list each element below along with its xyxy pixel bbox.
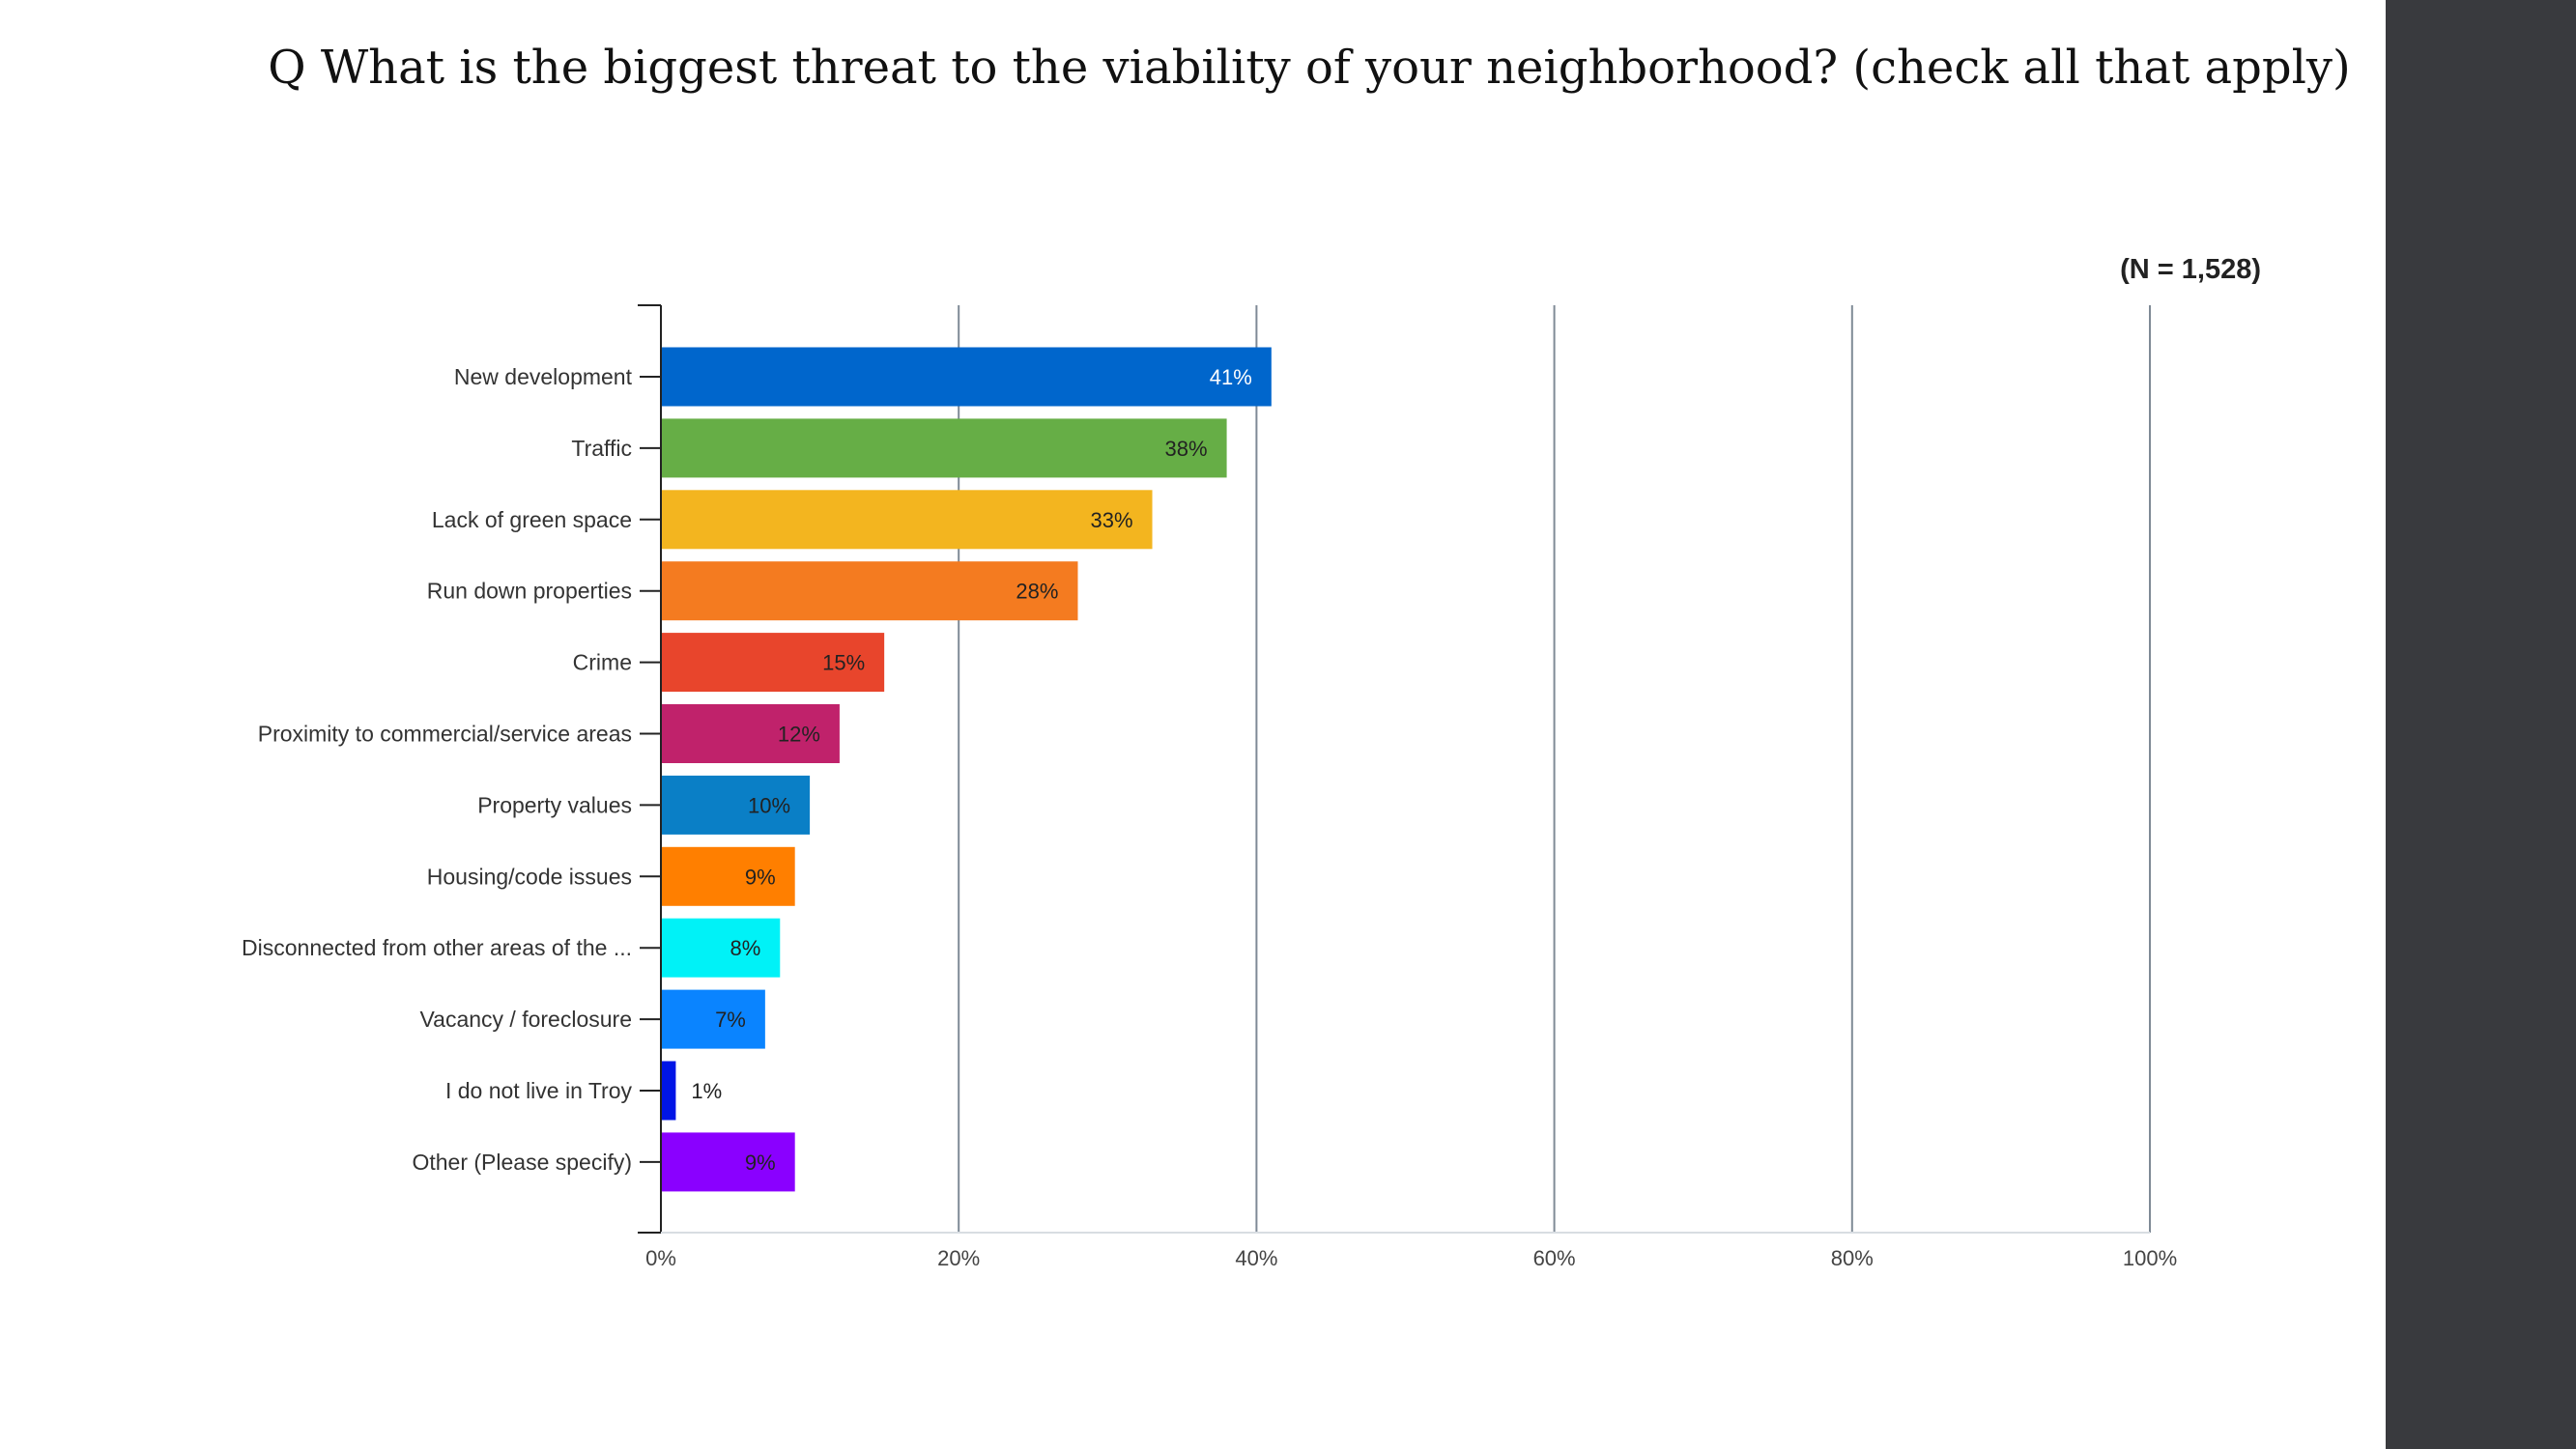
bar <box>661 418 1227 478</box>
sample-size-label: (N = 1,528) <box>2120 254 2261 285</box>
category-label: Traffic <box>571 436 632 461</box>
category-label: Proximity to commercial/service areas <box>258 722 632 747</box>
x-tick-label: 40% <box>1235 1246 1277 1270</box>
bar <box>661 490 1153 550</box>
category-label: Vacancy / foreclosure <box>420 1007 632 1032</box>
bar <box>661 561 1078 621</box>
bar <box>661 775 811 835</box>
category-label: Other (Please specify) <box>412 1150 632 1175</box>
category-label: Housing/code issues <box>427 864 632 889</box>
bar <box>661 1061 676 1121</box>
category-label: I do not live in Troy <box>445 1078 633 1103</box>
side-panel <box>2386 0 2576 1449</box>
bar <box>661 704 840 763</box>
bar-chart: 0% 20% 40% 60% 80% 100% New development 41% Traf… <box>242 304 2177 1270</box>
bar <box>661 989 765 1049</box>
data-label: 7% <box>715 1008 746 1032</box>
data-label: 41% <box>1210 365 1252 389</box>
bar <box>661 1132 795 1192</box>
x-tick-label: 80% <box>1831 1246 1874 1270</box>
labels: 0% 20% 40% 60% 80% 100% New development 41% Traf… <box>242 364 2177 1270</box>
data-label: 1% <box>691 1079 722 1103</box>
data-label: 12% <box>778 723 820 747</box>
bar <box>661 633 885 693</box>
bar <box>661 846 795 906</box>
data-label: 15% <box>822 651 865 675</box>
category-label: New development <box>454 364 633 389</box>
data-label: 38% <box>1165 437 1208 461</box>
data-label: 8% <box>730 936 760 960</box>
data-label: 10% <box>748 793 790 817</box>
x-tick-label: 20% <box>937 1246 980 1270</box>
bar <box>661 918 781 978</box>
category-label: Crime <box>573 650 632 675</box>
category-label: Run down properties <box>427 579 632 604</box>
x-tick-label: 60% <box>1533 1246 1576 1270</box>
category-label: Property values <box>477 792 632 817</box>
category-label: Lack of green space <box>432 507 632 532</box>
data-label: 9% <box>745 1151 776 1175</box>
slide: Q What is the biggest threat to the viab… <box>242 41 2351 1270</box>
data-label: 9% <box>745 865 776 889</box>
data-label: 33% <box>1090 508 1132 532</box>
axes <box>638 304 2150 1234</box>
bar <box>661 347 1272 407</box>
x-tick-label: 100% <box>2123 1246 2177 1270</box>
x-tick-label: 0% <box>645 1246 676 1270</box>
question-title: Q What is the biggest threat to the viab… <box>268 41 2351 95</box>
category-label: Disconnected from other areas of the ... <box>242 935 632 960</box>
data-label: 28% <box>1016 580 1058 604</box>
bars <box>661 347 1272 1192</box>
